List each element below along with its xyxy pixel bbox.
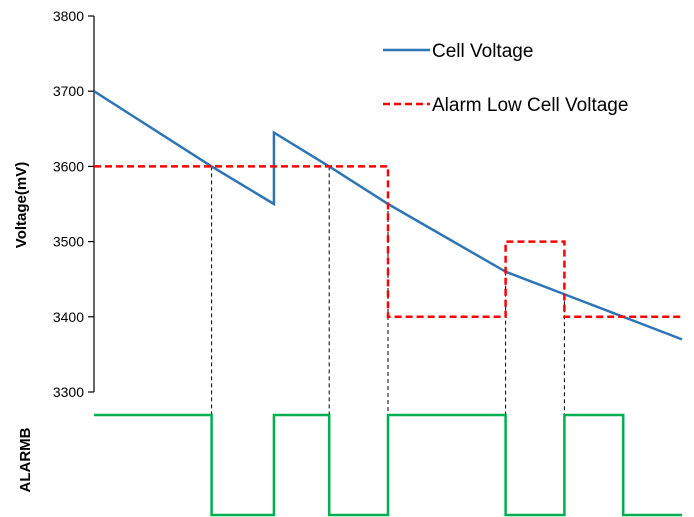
- legend-label: Alarm Low Cell Voltage: [432, 95, 628, 116]
- y-axis: 3300 3400 3500 3600 3700 3800: [53, 8, 95, 400]
- cell-voltage-line: [93, 90, 683, 341]
- y-tick-label: 3300: [53, 384, 84, 400]
- y-tick-label: 3600: [53, 158, 84, 174]
- legend-label: Cell Voltage: [432, 41, 533, 62]
- alarmb-label: ALARMB: [17, 427, 34, 492]
- alarmb-signal: [94, 413, 682, 517]
- series-lines: [93, 90, 683, 341]
- alarm-low-cell-voltage-line: [94, 165, 682, 319]
- alarmb-waveform: [94, 413, 682, 517]
- legend: Cell Voltage Alarm Low Cell Voltage: [383, 41, 628, 116]
- y-tick-label: 3500: [53, 234, 84, 250]
- y-tick-label: 3800: [53, 8, 84, 24]
- y-tick-label: 3400: [53, 309, 84, 325]
- y-axis-title: Voltage(mV): [13, 162, 30, 248]
- y-tick-label: 3700: [53, 83, 84, 99]
